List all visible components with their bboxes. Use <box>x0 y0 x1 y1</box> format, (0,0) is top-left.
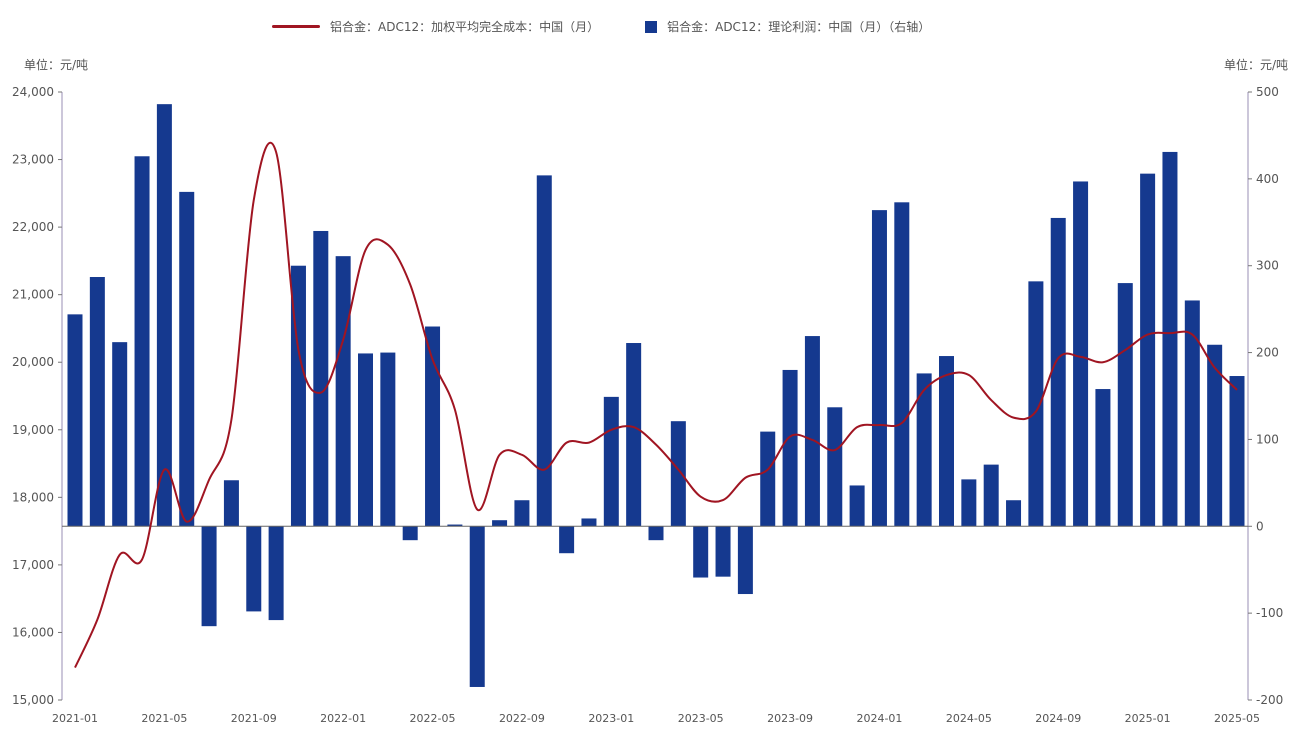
profit-bar <box>425 326 441 527</box>
x-tick-label: 2025-05 <box>1214 712 1260 725</box>
profit-bar <box>670 421 686 527</box>
profit-bar <box>112 342 128 527</box>
right-tick-label: 200 <box>1256 346 1279 360</box>
profit-bar <box>268 526 284 621</box>
profit-bar <box>916 373 932 527</box>
profit-bar <box>536 175 552 527</box>
profit-bar <box>715 526 731 577</box>
left-tick-label: 18,000 <box>12 490 54 504</box>
profit-bar <box>648 526 664 541</box>
profit-bar <box>290 265 306 527</box>
x-tick-label: 2021-05 <box>141 712 187 725</box>
right-tick-label: 500 <box>1256 85 1279 99</box>
cost-line <box>74 141 1238 668</box>
profit-bar <box>447 524 463 527</box>
profit-bar <box>626 343 642 527</box>
profit-bar <box>469 526 485 687</box>
x-tick-label: 2023-01 <box>588 712 634 725</box>
profit-bar <box>603 396 619 527</box>
left-tick-label: 23,000 <box>12 153 54 167</box>
x-tick-label: 2022-01 <box>320 712 366 725</box>
profit-bar <box>201 526 217 627</box>
left-tick-label: 21,000 <box>12 288 54 302</box>
left-tick-label: 22,000 <box>12 220 54 234</box>
profit-bar <box>134 156 150 527</box>
profit-bar <box>827 407 843 527</box>
left-tick-label: 24,000 <box>12 85 54 99</box>
x-tick-label: 2021-01 <box>52 712 98 725</box>
left-tick-label: 15,000 <box>12 693 54 707</box>
left-tick-label: 20,000 <box>12 355 54 369</box>
left-tick-label: 16,000 <box>12 625 54 639</box>
profit-bar <box>894 202 910 527</box>
profit-bar <box>1028 281 1044 527</box>
right-tick-label: 0 <box>1256 519 1264 533</box>
x-tick-label: 2024-09 <box>1035 712 1081 725</box>
profit-bar <box>1162 151 1178 527</box>
profit-bar <box>1095 389 1111 527</box>
legend-line-swatch <box>272 25 320 28</box>
profit-bar <box>246 526 262 612</box>
profit-bar <box>514 500 530 527</box>
right-tick-label: -200 <box>1256 693 1283 707</box>
right-tick-label: -100 <box>1256 606 1283 620</box>
left-tick-label: 17,000 <box>12 558 54 572</box>
profit-bar <box>492 520 508 527</box>
x-tick-label: 2024-01 <box>856 712 902 725</box>
x-tick-label: 2025-01 <box>1125 712 1171 725</box>
right-unit-label: 单位：元/吨 <box>1223 58 1288 72</box>
profit-bar <box>1050 217 1066 527</box>
right-tick-label: 100 <box>1256 432 1279 446</box>
x-tick-label: 2024-05 <box>946 712 992 725</box>
legend: 铝合金：ADC12：加权平均完全成本：中国（月） 铝合金：ADC12：理论利润：… <box>272 18 930 35</box>
profit-bar <box>559 526 575 554</box>
profit-bar <box>760 431 776 527</box>
profit-bar <box>1117 283 1133 527</box>
profit-bar <box>983 464 999 527</box>
profit-bar <box>804 336 820 527</box>
profit-bar <box>1006 500 1022 527</box>
profit-bar <box>1207 344 1223 527</box>
x-tick-label: 2023-05 <box>678 712 724 725</box>
profit-bar <box>961 479 977 527</box>
profit-bar <box>358 353 373 527</box>
profit-bar <box>1073 181 1089 527</box>
profit-bar <box>335 256 351 527</box>
profit-bar <box>693 526 709 578</box>
right-tick-label: 300 <box>1256 259 1279 273</box>
legend-profit-label: 铝合金：ADC12：理论利润：中国（月）（右轴） <box>667 20 931 34</box>
profit-bar <box>156 104 172 527</box>
x-tick-label: 2022-05 <box>410 712 456 725</box>
profit-bar <box>939 356 954 527</box>
x-tick-label: 2023-09 <box>767 712 813 725</box>
profit-bar <box>1184 300 1200 527</box>
legend-cost-label: 铝合金：ADC12：加权平均完全成本：中国（月） <box>330 20 600 34</box>
left-unit-label: 单位：元/吨 <box>24 58 89 72</box>
profit-bar <box>782 369 798 527</box>
profit-bar <box>1140 173 1156 527</box>
x-tick-label: 2021-09 <box>231 712 277 725</box>
right-tick-label: 400 <box>1256 172 1279 186</box>
left-tick-label: 19,000 <box>12 423 54 437</box>
legend-bar-swatch <box>645 20 658 33</box>
profit-bar <box>223 480 239 527</box>
profit-bar <box>581 518 597 527</box>
profit-bar <box>89 277 105 527</box>
profit-bar <box>67 314 83 527</box>
profit-bar <box>1229 376 1245 527</box>
profit-bar <box>179 191 195 527</box>
profit-bar <box>737 526 753 595</box>
profit-bar <box>313 230 329 527</box>
profit-bar <box>402 526 418 541</box>
profit-bar <box>849 485 865 527</box>
profit-bar <box>380 352 396 527</box>
profit-bar <box>871 210 887 527</box>
x-tick-label: 2022-09 <box>499 712 545 725</box>
